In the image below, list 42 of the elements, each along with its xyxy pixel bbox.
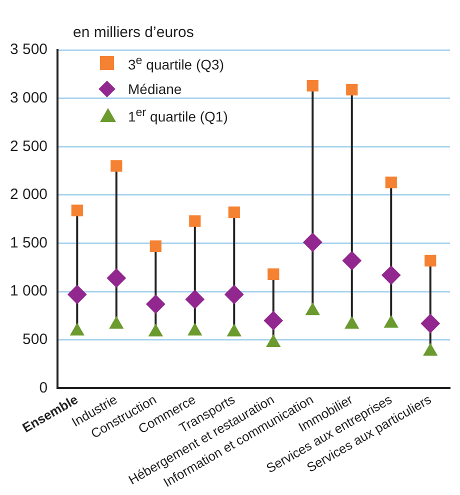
y-axis-title: en milliers d’euros (73, 24, 194, 41)
point (382, 266, 401, 285)
point (70, 323, 84, 336)
point (344, 316, 359, 329)
legend-label: 1$^{er}$ quartile (Q1) (128, 106, 228, 124)
legend-label: 3$^{e}$ quartile (Q3) (128, 54, 224, 72)
point (188, 323, 202, 336)
legend-label: Médiane (128, 81, 182, 97)
y-tick-label: 1 500 (10, 234, 48, 252)
y-tick-label: 500 (22, 331, 48, 348)
point (306, 302, 320, 316)
point (146, 294, 166, 314)
point (71, 204, 83, 216)
point (303, 232, 322, 252)
point (306, 80, 318, 92)
point (228, 206, 240, 218)
point (264, 311, 283, 330)
point (385, 176, 397, 188)
point (68, 284, 87, 304)
point (420, 314, 440, 333)
y-tick-label: 3 000 (10, 89, 48, 106)
y-tick-label: 2 500 (10, 138, 48, 155)
point (185, 290, 204, 309)
point (224, 284, 244, 304)
point (227, 324, 242, 336)
point (342, 251, 362, 270)
point (109, 316, 124, 329)
point (150, 240, 162, 252)
y-tick-label: 0 (39, 379, 48, 396)
y-tick-label: 1 000 (10, 282, 48, 300)
point (266, 334, 280, 348)
point (110, 160, 122, 172)
point (384, 315, 398, 328)
y-tick-label: 3 500 (10, 41, 48, 58)
point (189, 215, 201, 227)
point (268, 268, 280, 280)
point (346, 84, 358, 96)
point (423, 344, 438, 356)
point (148, 324, 163, 336)
point (106, 268, 126, 288)
y-tick-label: 2 000 (10, 186, 48, 204)
point (424, 254, 436, 266)
